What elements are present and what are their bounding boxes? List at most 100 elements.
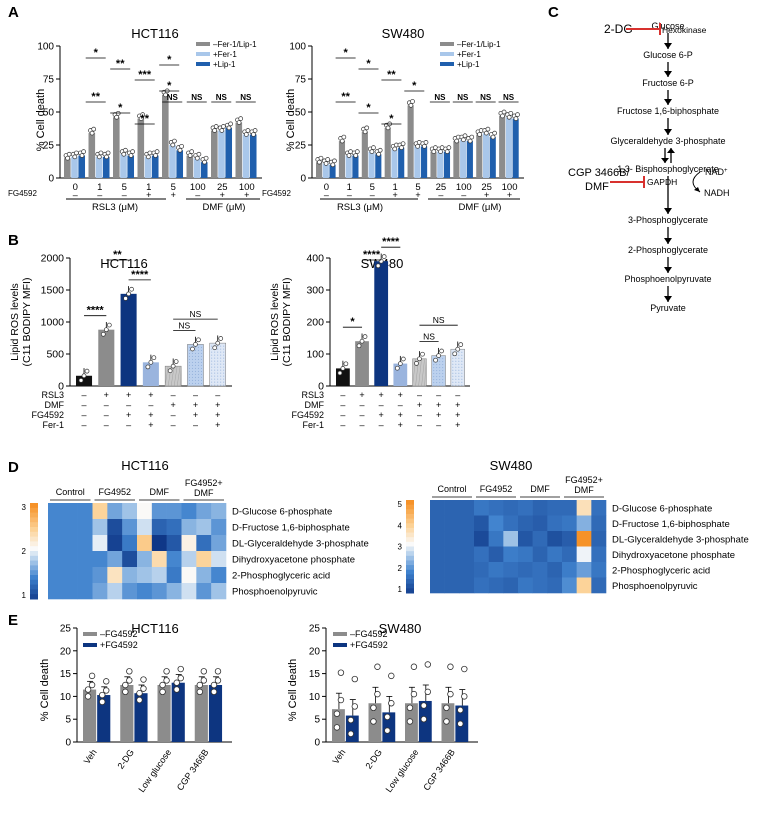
bar-dot	[200, 361, 202, 363]
data-point	[91, 126, 97, 132]
legend-swatch-grey	[333, 632, 347, 636]
heatmap-cell	[77, 567, 93, 584]
significance-label: ****	[382, 236, 400, 248]
data-point	[210, 681, 218, 689]
bar-dot	[191, 352, 193, 354]
bar-dot	[211, 381, 213, 383]
bar-dot	[436, 379, 438, 381]
heatmap-cell	[591, 515, 607, 532]
heatmap-cell	[62, 567, 78, 584]
colorscale-step	[406, 537, 414, 543]
y-tick-label: 50	[43, 108, 55, 119]
x-tick-label: 2-DG	[363, 747, 384, 770]
metabolite-label: D-Glucose 6-phosphate	[232, 507, 332, 518]
condition-label: RSL3	[41, 390, 64, 400]
data-point	[210, 688, 218, 696]
x-tick-label: 5	[415, 182, 420, 193]
data-point	[159, 688, 166, 696]
significance-label: NS	[167, 93, 179, 102]
bar-dot	[217, 372, 219, 374]
data-point	[78, 378, 84, 383]
bar-dot	[194, 382, 196, 384]
condition-sign: –	[417, 390, 422, 400]
bar	[218, 130, 225, 178]
bar-dot	[188, 376, 190, 378]
heatmap-cell	[532, 515, 548, 532]
condition-sign: +	[436, 410, 441, 420]
panel-d: HCT116 SW480 Control FG4952 DMFFG4952+DMFD…	[22, 458, 749, 600]
heatmap-cell	[474, 531, 489, 547]
panel-d-hct116-title: HCT116	[121, 458, 168, 473]
legend-swatch-blue	[196, 62, 210, 66]
bar-dot	[458, 366, 460, 368]
bar-dot	[436, 364, 438, 366]
data-point	[187, 153, 193, 158]
data-point	[513, 116, 519, 121]
data-point	[226, 125, 232, 131]
pathway-nodes: Glucose Glucose 6-P Fructose 6-P Fructose 1…	[610, 21, 725, 313]
bar-dot	[455, 375, 457, 377]
significance-label: ****	[87, 305, 105, 317]
colorscale-step	[30, 541, 38, 547]
bar-dot	[461, 360, 463, 362]
data-point	[414, 361, 419, 366]
bar-hatch	[424, 358, 427, 387]
heatmap-cell	[122, 567, 138, 584]
significance-label: *	[118, 102, 123, 114]
panel-a-sw480-group-dmf: DMF (μM)	[459, 202, 502, 213]
panel-e-hct116-ylabel: % Cell death	[39, 659, 51, 721]
bar-dot	[197, 346, 199, 348]
data-point	[420, 351, 425, 357]
bar-dot	[461, 378, 463, 380]
metabolite-label: DL-Glyceraldehyde 3-phosphate	[232, 539, 369, 550]
y-tick-label: 25	[295, 141, 307, 152]
heatmap-cell	[137, 567, 153, 584]
data-point	[400, 356, 406, 362]
y-tick-label: 400	[306, 253, 324, 265]
condition-sign: +	[215, 410, 220, 420]
bar	[134, 693, 148, 742]
heatmap-cell	[430, 577, 445, 594]
bar	[194, 685, 208, 742]
condition-sign: +	[379, 390, 384, 400]
condition-sign: –	[148, 400, 153, 410]
condition-label: FG4592	[291, 410, 324, 420]
colorscale-step	[406, 518, 414, 524]
data-point	[202, 159, 207, 165]
y-tick-label: 5	[65, 715, 71, 726]
data-point	[200, 677, 208, 684]
bar-dot	[461, 372, 463, 374]
bar	[338, 141, 346, 178]
bar	[460, 139, 467, 178]
data-point	[84, 686, 92, 693]
data-point	[126, 668, 133, 675]
data-point	[196, 337, 201, 343]
data-point	[136, 696, 143, 704]
bar-dot	[442, 361, 444, 363]
metabolite-label: D-Fructose 1,6-biphosphate	[232, 523, 350, 534]
y-tick-label: 20	[60, 646, 72, 657]
bar-dot	[194, 373, 196, 375]
data-point	[213, 124, 219, 129]
bar-dot	[461, 384, 463, 386]
heatmap-cell	[122, 551, 138, 568]
bar	[97, 695, 111, 742]
data-point	[170, 363, 176, 369]
data-point	[122, 681, 129, 689]
data-point	[212, 128, 217, 133]
heatmap-cell	[137, 535, 153, 552]
data-point	[236, 120, 242, 125]
heatmap-cell	[122, 503, 138, 520]
bar	[316, 162, 323, 178]
data-point	[388, 700, 395, 707]
heatmap-cell	[444, 562, 460, 578]
heatmap-cell	[211, 535, 227, 552]
data-point	[89, 130, 95, 136]
heatmap-cell	[211, 583, 227, 600]
legend-label: +FG4592	[100, 640, 138, 650]
condition-sign: –	[340, 390, 345, 400]
bar	[211, 130, 218, 178]
heatmap-cell	[107, 567, 123, 584]
bar-dot	[214, 375, 216, 377]
bar	[249, 134, 257, 178]
